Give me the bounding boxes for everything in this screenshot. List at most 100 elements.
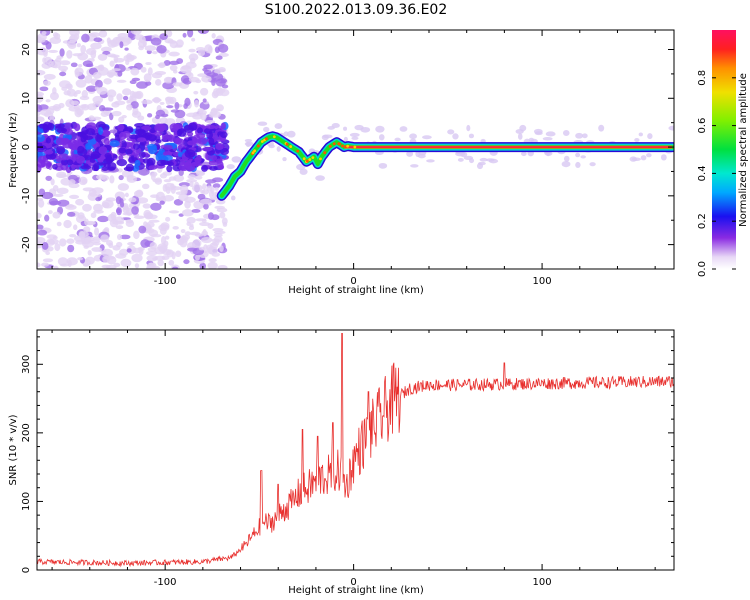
heat-noise-blob — [159, 200, 165, 205]
heat-noise-blob — [90, 212, 97, 219]
heat-band-blob — [124, 142, 134, 147]
heat-noise-blob — [57, 257, 68, 266]
ridge-spot — [328, 144, 332, 148]
heat-noise-blob — [66, 257, 78, 266]
heat-band-blob — [132, 143, 140, 150]
x-tick-label: 100 — [533, 276, 552, 287]
heat-noise-blob — [150, 194, 160, 199]
heat-noise-blob — [48, 238, 59, 245]
heat-noise-blob — [150, 37, 162, 46]
heat-noise-blob — [158, 62, 166, 69]
ridge-spot — [305, 159, 309, 163]
heat-noise-blob — [589, 162, 596, 167]
heat-noise-blob — [37, 236, 46, 244]
heat-noise-blob — [165, 216, 171, 222]
heat-noise-blob — [94, 227, 100, 236]
heat-noise-blob — [87, 249, 92, 256]
heat-noise-blob — [257, 121, 268, 126]
heat-noise-blob — [39, 86, 49, 92]
heat-noise-blob — [150, 172, 156, 181]
heat-band-blob — [135, 125, 142, 132]
heat-band-blob — [73, 123, 81, 132]
heat-noise-blob — [162, 183, 168, 192]
heat-noise-blob — [103, 227, 110, 232]
ridge-spot — [311, 156, 315, 159]
heat-noise-blob — [131, 206, 139, 215]
heat-band-blob — [147, 145, 158, 155]
heat-noise-blob — [214, 205, 225, 210]
heat-noise-blob — [134, 263, 140, 269]
heat-noise-blob — [230, 195, 236, 201]
heat-noise-blob — [394, 137, 401, 142]
heat-noise-blob — [96, 193, 102, 197]
heat-noise-blob — [184, 97, 191, 107]
heat-noise-blob — [45, 175, 53, 181]
heat-noise-blob — [143, 221, 148, 227]
y-tick-label: 200 — [21, 423, 32, 442]
heat-noise-blob — [166, 105, 174, 109]
heat-noise-blob — [206, 185, 213, 192]
heat-noise-blob — [68, 179, 76, 185]
heat-noise-blob — [37, 37, 46, 43]
heat-noise-blob — [79, 95, 90, 101]
heat-noise-blob — [73, 235, 86, 242]
heat-noise-blob — [73, 224, 78, 231]
heat-noise-blob — [130, 30, 142, 35]
heat-noise-blob — [168, 60, 180, 65]
heat-noise-blob — [146, 250, 158, 256]
colorbar-tick-label: 0.4 — [697, 165, 708, 181]
heat-band-blob — [85, 142, 92, 150]
heat-noise-blob — [476, 163, 484, 170]
heat-noise-blob — [126, 99, 131, 104]
heat-noise-blob — [52, 211, 61, 219]
ridge-spot — [256, 144, 260, 148]
heat-noise-blob — [561, 160, 571, 168]
heat-band-blob — [187, 140, 197, 146]
heat-noise-blob — [151, 72, 163, 79]
heat-band-blob — [160, 159, 170, 166]
heat-noise-blob — [119, 234, 131, 240]
heat-noise-blob — [119, 248, 129, 256]
heat-noise-blob — [88, 115, 95, 121]
heat-noise-blob — [37, 262, 41, 268]
heat-band-blob — [116, 158, 128, 167]
heat-noise-blob — [58, 65, 69, 72]
heat-noise-blob — [127, 241, 136, 246]
heat-noise-blob — [455, 151, 466, 157]
heat-band-blob — [104, 153, 112, 159]
heat-noise-blob — [124, 67, 131, 72]
heat-noise-blob — [126, 104, 133, 111]
heat-noise-blob — [69, 233, 77, 238]
heat-band-blob — [169, 123, 180, 132]
heat-noise-blob — [67, 244, 75, 253]
heat-band-blob — [219, 131, 228, 138]
heat-band-blob — [80, 165, 92, 170]
heat-band-blob — [45, 137, 52, 144]
heat-noise-blob — [231, 156, 242, 163]
heat-noise-blob — [360, 126, 371, 133]
heat-noise-blob — [138, 35, 146, 44]
heat-noise-blob — [41, 30, 47, 35]
y-tick-label: 0 — [21, 567, 32, 573]
heat-band-blob — [125, 163, 134, 172]
heat-band-blob — [201, 147, 213, 152]
ridge-spot — [265, 137, 268, 141]
heat-noise-blob — [164, 235, 170, 240]
heat-band-blob — [196, 132, 206, 139]
x-tick-label: -100 — [154, 276, 177, 287]
heat-noise-blob — [160, 113, 169, 118]
heat-band-blob — [98, 127, 104, 135]
heat-noise-blob — [212, 227, 224, 232]
heat-noise-blob — [74, 68, 80, 78]
ridge-spot — [289, 145, 293, 148]
heat-noise-blob — [84, 75, 93, 84]
heat-noise-blob — [100, 46, 112, 53]
heat-noise-blob — [52, 87, 57, 95]
heat-noise-blob — [161, 255, 170, 261]
heat-noise-blob — [172, 82, 183, 87]
heat-band-blob — [125, 126, 134, 133]
heat-band-blob — [43, 149, 54, 155]
heat-band-blob — [187, 164, 196, 172]
heat-noise-blob — [85, 256, 95, 265]
heat-noise-blob — [219, 211, 226, 219]
